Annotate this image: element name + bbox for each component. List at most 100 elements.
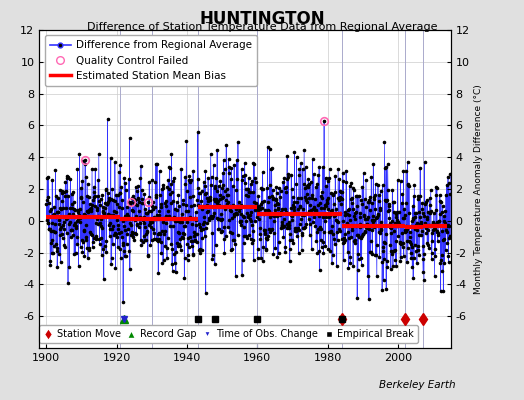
Point bbox=[77, 184, 85, 191]
Point bbox=[396, 178, 405, 184]
Point bbox=[250, 199, 258, 205]
Point bbox=[397, 241, 406, 247]
Point bbox=[165, 164, 173, 170]
Point bbox=[289, 207, 298, 214]
Point bbox=[438, 208, 446, 215]
Point bbox=[201, 233, 209, 239]
Point bbox=[400, 252, 408, 259]
Point bbox=[439, 288, 447, 295]
Point bbox=[88, 202, 96, 208]
Point bbox=[199, 226, 208, 232]
Point bbox=[122, 252, 130, 259]
Point bbox=[232, 273, 240, 279]
Point bbox=[48, 219, 57, 226]
Point bbox=[359, 231, 367, 238]
Point bbox=[73, 209, 82, 216]
Point bbox=[310, 171, 318, 178]
Point bbox=[360, 212, 368, 218]
Point bbox=[69, 222, 78, 228]
Point bbox=[64, 280, 72, 287]
Point bbox=[235, 219, 244, 225]
Point bbox=[324, 178, 332, 184]
Point bbox=[64, 193, 72, 199]
Point bbox=[192, 209, 200, 216]
Point bbox=[80, 253, 89, 260]
Point bbox=[216, 217, 225, 224]
Point bbox=[353, 193, 362, 200]
Point bbox=[71, 250, 80, 256]
Point bbox=[339, 170, 347, 176]
Point bbox=[95, 241, 104, 247]
Point bbox=[257, 185, 266, 192]
Point bbox=[302, 196, 311, 203]
Point bbox=[341, 209, 350, 216]
Point bbox=[208, 174, 216, 180]
Point bbox=[350, 187, 358, 194]
Point bbox=[112, 230, 120, 237]
Point bbox=[111, 198, 119, 204]
Point bbox=[368, 251, 377, 257]
Point bbox=[73, 166, 82, 172]
Point bbox=[60, 218, 69, 225]
Point bbox=[280, 174, 288, 181]
Point bbox=[227, 165, 235, 172]
Point bbox=[68, 200, 77, 207]
Point bbox=[202, 190, 211, 196]
Point bbox=[340, 239, 348, 245]
Point bbox=[334, 166, 342, 172]
Point bbox=[152, 194, 161, 200]
Point bbox=[249, 257, 258, 264]
Point bbox=[84, 194, 93, 200]
Point bbox=[292, 228, 300, 234]
Point bbox=[61, 216, 70, 222]
Point bbox=[299, 166, 307, 172]
Point bbox=[66, 219, 74, 226]
Point bbox=[303, 184, 312, 190]
Point bbox=[319, 164, 327, 171]
Point bbox=[366, 249, 375, 256]
Point bbox=[165, 214, 173, 221]
Point bbox=[58, 198, 66, 204]
Point bbox=[281, 249, 289, 256]
Point bbox=[192, 239, 201, 246]
Point bbox=[92, 234, 101, 241]
Point bbox=[378, 222, 386, 228]
Point bbox=[334, 226, 343, 232]
Point bbox=[115, 246, 124, 252]
Point bbox=[320, 205, 329, 212]
Point bbox=[410, 182, 419, 188]
Point bbox=[83, 245, 91, 251]
Point bbox=[69, 189, 77, 195]
Point bbox=[364, 214, 373, 220]
Point bbox=[281, 185, 289, 191]
Point bbox=[179, 197, 188, 203]
Point bbox=[258, 205, 266, 211]
Point bbox=[262, 246, 270, 252]
Point bbox=[168, 189, 176, 196]
Point bbox=[330, 236, 338, 242]
Point bbox=[200, 183, 209, 189]
Point bbox=[264, 206, 272, 213]
Point bbox=[434, 232, 443, 239]
Point bbox=[100, 212, 108, 218]
Point bbox=[231, 211, 239, 218]
Point bbox=[52, 245, 61, 251]
Point bbox=[423, 214, 431, 220]
Point bbox=[160, 228, 169, 234]
Point bbox=[269, 196, 277, 202]
Point bbox=[401, 228, 410, 234]
Point bbox=[190, 202, 198, 208]
Point bbox=[300, 225, 309, 231]
Point bbox=[105, 233, 114, 240]
Point bbox=[421, 225, 430, 231]
Point bbox=[66, 176, 74, 182]
Point bbox=[339, 178, 347, 185]
Point bbox=[200, 178, 208, 185]
Point bbox=[333, 218, 341, 224]
Point bbox=[391, 256, 399, 263]
Point bbox=[210, 162, 218, 168]
Point bbox=[257, 201, 265, 207]
Point bbox=[79, 199, 87, 205]
Point bbox=[337, 188, 345, 195]
Point bbox=[441, 219, 450, 226]
